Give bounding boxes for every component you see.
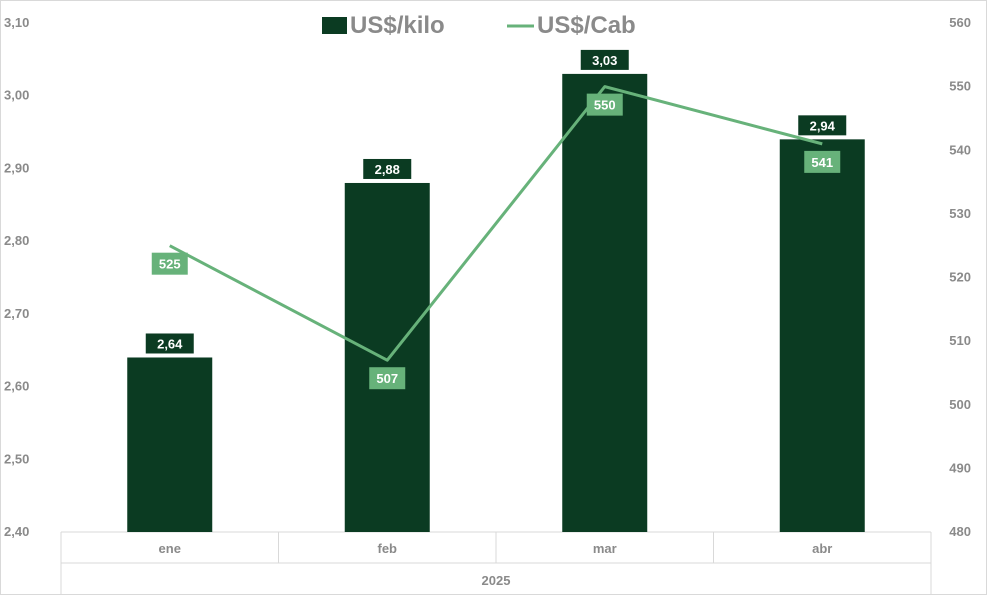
- y-right-tick-label: 530: [949, 206, 971, 221]
- bar-data-label-box: [363, 158, 412, 179]
- y-left-tick-label: 2,60: [4, 379, 29, 394]
- line-data-label-box: [804, 150, 841, 173]
- y-right-tick-label: 500: [949, 397, 971, 412]
- bar-data-label: 2,64: [157, 336, 183, 351]
- legend-swatch-bar: [322, 17, 347, 34]
- y-left-tick-label: 2,80: [4, 233, 29, 248]
- line-data-label: 550: [594, 98, 616, 113]
- line-data-label: 541: [811, 155, 833, 170]
- x-tick-label: feb: [378, 541, 398, 556]
- y-left-tick-label: 2,90: [4, 160, 29, 175]
- x-tick-label: ene: [159, 541, 181, 556]
- y-right-tick-label: 560: [949, 15, 971, 30]
- bar: [344, 182, 430, 532]
- y-right-tick-label: 550: [949, 79, 971, 94]
- legend-label: US$/kilo: [350, 12, 445, 39]
- y-left-tick-label: 3,10: [4, 15, 29, 30]
- bar-data-label-box: [580, 49, 629, 70]
- bar: [562, 73, 648, 533]
- line-data-label-box: [369, 367, 406, 390]
- line-data-label: 507: [376, 371, 398, 386]
- y-right-tick-label: 480: [949, 524, 971, 539]
- bar-data-label: 2,88: [375, 162, 400, 177]
- y-left-tick-label: 2,70: [4, 306, 29, 321]
- bar-data-label: 3,03: [592, 53, 617, 68]
- bar: [779, 139, 865, 533]
- y-right-tick-label: 520: [949, 270, 971, 285]
- x-tick-label: mar: [593, 541, 617, 556]
- bar-data-label-box: [145, 333, 194, 354]
- y-left-tick-label: 2,50: [4, 451, 29, 466]
- legend-label: US$/Cab: [537, 12, 636, 39]
- line-data-label-box: [586, 93, 623, 116]
- line-data-label: 525: [159, 257, 181, 272]
- bar-data-label: 2,94: [810, 118, 836, 133]
- bar-data-label-box: [798, 115, 847, 136]
- x-group-label: 2025: [482, 573, 511, 588]
- y-right-tick-label: 540: [949, 142, 971, 157]
- y-right-tick-label: 510: [949, 333, 971, 348]
- y-right-tick-label: 490: [949, 460, 971, 475]
- y-left-tick-label: 3,00: [4, 88, 29, 103]
- bar: [127, 357, 213, 532]
- x-tick-label: abr: [812, 541, 832, 556]
- line-data-label-box: [151, 252, 188, 275]
- line-series: [169, 85, 823, 362]
- y-left-tick-label: 2,40: [4, 524, 29, 539]
